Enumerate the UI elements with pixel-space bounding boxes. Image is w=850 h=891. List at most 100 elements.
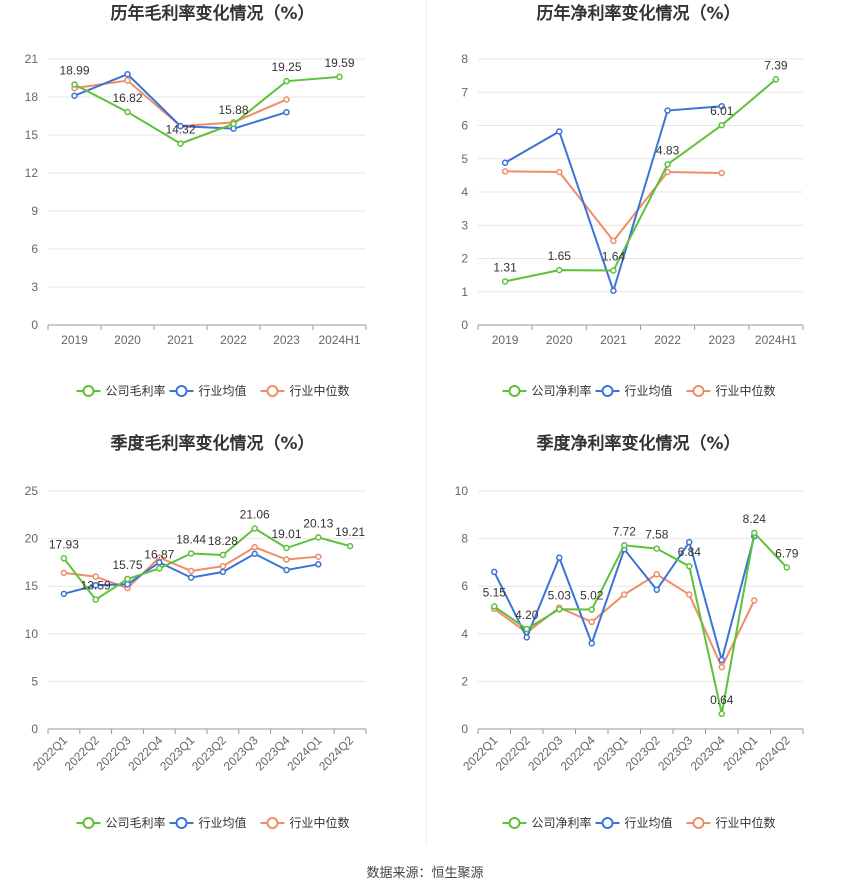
x-tick-label: 2023 <box>273 333 300 347</box>
data-label: 19.25 <box>271 60 301 74</box>
data-point-company <box>621 542 628 549</box>
data-label: 8.24 <box>743 512 767 526</box>
x-tick-label: 2019 <box>61 333 88 347</box>
data-label: 14.32 <box>165 123 195 137</box>
y-tick-label: 0 <box>31 722 38 736</box>
data-label: 0.64 <box>710 693 734 707</box>
y-tick-label: 0 <box>461 722 468 736</box>
legend-marker-company <box>508 385 521 397</box>
series-line-avg <box>493 535 756 664</box>
y-tick-label: 6 <box>31 242 38 256</box>
x-tick-label: 2024H1 <box>318 333 360 347</box>
x-tick-label: 2024Q2 <box>753 733 793 773</box>
y-tick-label: 6 <box>461 119 468 133</box>
data-label: 18.99 <box>59 63 89 77</box>
data-point-company <box>686 562 693 570</box>
data-point-avg <box>686 538 693 546</box>
data-point-avg <box>92 581 99 589</box>
data-point-median <box>686 591 693 598</box>
data-point-median <box>718 169 725 177</box>
data-label: 7.39 <box>764 58 788 72</box>
chart-title: 季度毛利率变化情况（%） <box>110 433 314 454</box>
series-line-company <box>504 78 777 283</box>
x-tick-label: 2023Q1 <box>590 733 630 773</box>
legend-label-company: 公司净利率 <box>532 383 592 398</box>
legend-label-company: 公司毛利率 <box>106 383 166 398</box>
legend-marker-company <box>82 385 95 397</box>
y-tick-label: 4 <box>461 627 468 641</box>
data-point-company <box>556 266 563 274</box>
data-point-median <box>92 573 99 580</box>
data-label: 7.72 <box>613 524 637 538</box>
legend-label-company: 公司净利率 <box>532 815 592 830</box>
data-label: 5.02 <box>580 589 604 603</box>
legend-label-avg: 行业均值 <box>625 815 673 830</box>
data-point-avg <box>718 656 725 664</box>
data-point-median <box>556 168 563 176</box>
data-point-company <box>92 596 99 603</box>
legend-marker-avg <box>601 817 614 829</box>
annual-gross-margin-chart: 历年毛利率变化情况（%） 0 3 6 9 12 15 18 21 2019 2020 2021 2022… <box>0 0 425 430</box>
data-point-company <box>283 77 290 85</box>
y-tick-label: 5 <box>31 674 38 688</box>
data-source-note: 数据来源：恒生聚源 <box>366 866 484 881</box>
data-label: 19.21 <box>335 525 365 539</box>
y-tick-label: 0 <box>461 318 468 332</box>
data-point-avg <box>315 561 322 568</box>
data-point-median <box>187 567 195 575</box>
data-point-median <box>718 663 725 671</box>
data-label: 5.15 <box>483 585 507 599</box>
data-point-avg <box>60 590 68 598</box>
x-tick-label: 2021 <box>600 333 627 347</box>
data-point-avg <box>283 566 290 574</box>
y-tick-label: 21 <box>25 52 39 66</box>
data-point-company <box>230 120 237 128</box>
x-tick-label: 2023Q4 <box>688 733 728 773</box>
data-point-company <box>336 73 343 81</box>
series-line-company <box>493 530 788 714</box>
data-point-avg <box>501 159 509 166</box>
data-point-company <box>124 108 131 116</box>
series-line-median <box>74 79 287 128</box>
data-point-company <box>588 606 595 613</box>
data-point-company <box>156 565 163 572</box>
x-tick-label: 2020 <box>546 333 573 347</box>
y-tick-label: 3 <box>461 218 468 232</box>
data-point-median <box>219 562 227 570</box>
data-point-avg <box>610 287 617 295</box>
data-point-avg <box>71 92 78 99</box>
data-label: 20.13 <box>303 516 333 530</box>
y-tick-label: 8 <box>461 532 468 546</box>
data-point-avg <box>664 107 671 114</box>
quarterly-net-margin-svg: 季度净利率变化情况（%）02468102022Q12022Q22022Q3202… <box>455 433 804 830</box>
data-point-company <box>71 81 78 88</box>
data-point-company <box>346 542 354 550</box>
x-tick-label: 2019 <box>492 333 519 347</box>
y-tick-label: 9 <box>31 204 38 218</box>
y-tick-label: 25 <box>25 484 39 498</box>
data-point-median <box>501 168 509 175</box>
data-point-company <box>653 545 660 552</box>
data-point-avg <box>556 128 563 135</box>
x-tick-label: 2022Q2 <box>493 733 533 773</box>
data-point-company <box>60 555 68 562</box>
x-tick-label: 2022Q3 <box>525 733 565 773</box>
y-tick-label: 4 <box>461 185 468 199</box>
data-point-avg <box>251 550 258 558</box>
legend-marker-avg <box>175 385 188 397</box>
legend-label-avg: 行业均值 <box>625 383 673 398</box>
data-label: 5.03 <box>548 588 572 602</box>
data-label: 1.31 <box>493 260 517 274</box>
data-point-avg <box>588 640 595 647</box>
data-point-company <box>783 564 790 571</box>
data-point-median <box>124 77 131 84</box>
data-point-avg <box>124 70 131 78</box>
legend-marker-median <box>266 817 279 829</box>
data-point-avg <box>653 586 660 594</box>
x-tick-label: 2022Q1 <box>460 733 500 773</box>
data-point-avg <box>124 581 131 588</box>
legend-marker-company <box>82 817 95 829</box>
data-point-median <box>251 543 258 551</box>
data-point-median <box>283 556 290 563</box>
data-point-avg <box>219 568 227 576</box>
